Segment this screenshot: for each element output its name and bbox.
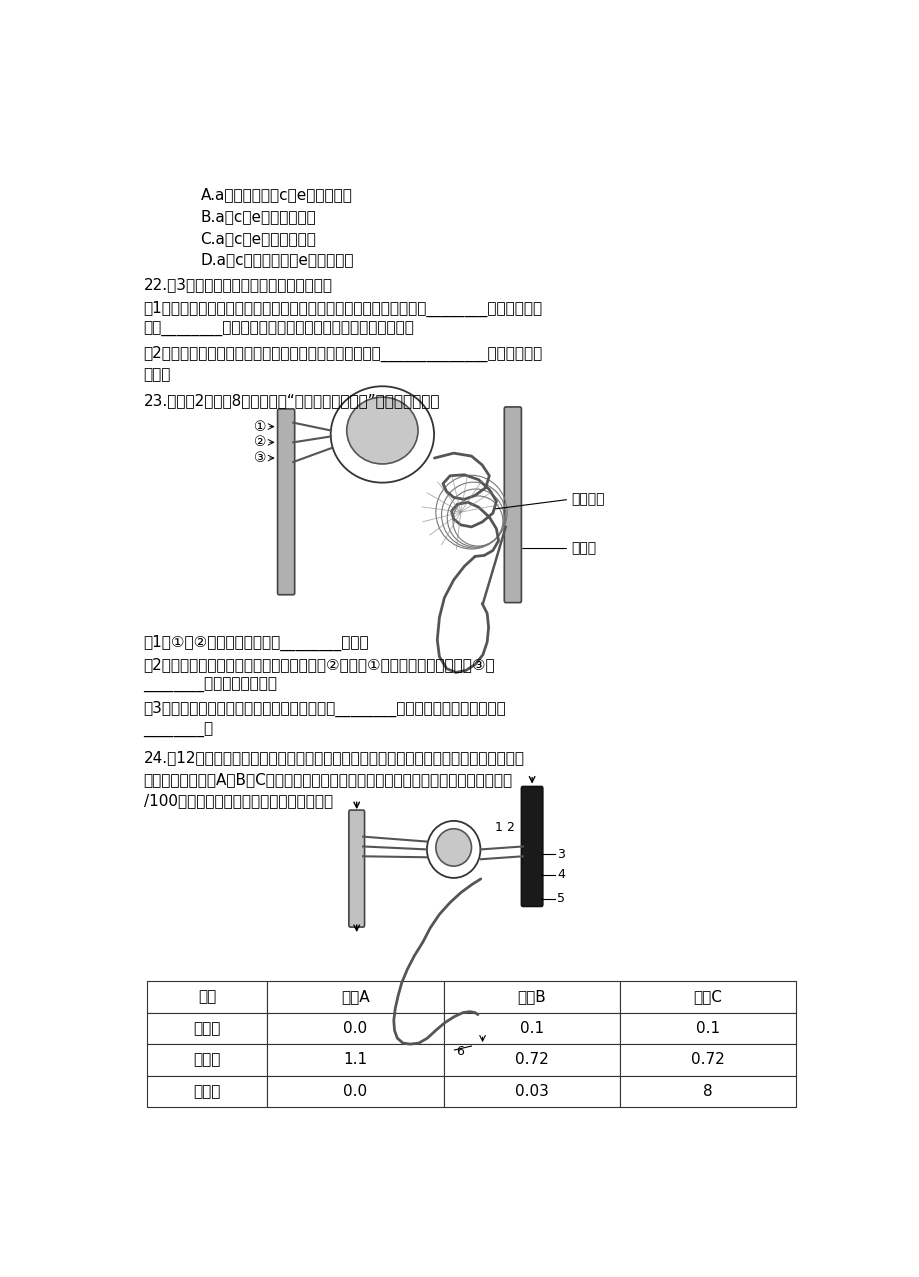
- Text: B.a、c、e中全是动脉血: B.a、c、e中全是动脉血: [200, 209, 316, 225]
- Bar: [443, 1013, 619, 1045]
- Text: 22.（3分）请就排泄的有关问题做出回答：: 22.（3分）请就排泄的有关问题做出回答：: [143, 277, 332, 292]
- Text: 样品C: 样品C: [693, 990, 721, 1005]
- Text: ②: ②: [254, 435, 267, 450]
- Bar: [267, 1013, 443, 1045]
- Text: 0.1: 0.1: [695, 1020, 720, 1036]
- Bar: [443, 1075, 619, 1107]
- Bar: [267, 1045, 443, 1075]
- Text: 作用。: 作用。: [143, 368, 171, 383]
- Text: 8: 8: [702, 1084, 712, 1098]
- Text: 物质: 物质: [198, 990, 216, 1005]
- Text: 2: 2: [505, 821, 513, 834]
- Bar: [619, 1075, 795, 1107]
- Ellipse shape: [436, 829, 471, 866]
- Bar: [267, 1075, 443, 1107]
- Text: 5: 5: [557, 893, 564, 905]
- Text: 24.（12分）肾脏是人体的重要器官，它的基本功能是形成尿液。下图为尿液的形成过程示: 24.（12分）肾脏是人体的重要器官，它的基本功能是形成尿液。下图为尿液的形成过…: [143, 750, 524, 765]
- Text: 葡萄糖: 葡萄糖: [193, 1020, 221, 1036]
- Text: 蛋白质: 蛋白质: [193, 1084, 221, 1098]
- FancyBboxPatch shape: [475, 988, 489, 1046]
- Text: （1）①和②主要分布在肾脏的________部分。: （1）①和②主要分布在肾脏的________部分。: [143, 635, 369, 651]
- Text: 4: 4: [557, 868, 564, 881]
- FancyBboxPatch shape: [278, 409, 294, 595]
- Text: 样品B: 样品B: [516, 990, 546, 1005]
- Text: 毛细血管: 毛细血管: [571, 493, 604, 507]
- Text: /100毫升）。请分析数据并回答下列问题：: /100毫升）。请分析数据并回答下列问题：: [143, 793, 333, 808]
- Text: 0.72: 0.72: [690, 1052, 724, 1068]
- Bar: [147, 1075, 267, 1107]
- Text: 3: 3: [557, 848, 564, 861]
- Text: 无机盐: 无机盐: [193, 1052, 221, 1068]
- Text: 6: 6: [455, 1046, 463, 1059]
- Text: C.a、c、e中全是静脉血: C.a、c、e中全是静脉血: [200, 231, 316, 246]
- Text: 0.72: 0.72: [515, 1052, 548, 1068]
- FancyBboxPatch shape: [504, 407, 521, 603]
- Text: 集合管: 集合管: [571, 541, 596, 555]
- Text: ①: ①: [254, 420, 267, 434]
- Text: （2）尿液的形成包括两个生理过程：血液由②过滤到①腔中形成原尿，原尿经③的: （2）尿液的形成包括两个生理过程：血液由②过滤到①腔中形成原尿，原尿经③的: [143, 656, 494, 672]
- FancyBboxPatch shape: [521, 787, 542, 907]
- Text: 23.（每癷2分，兲8分）下图是“肾单位结构模式图”，请据图回答：: 23.（每癷2分，兲8分）下图是“肾单位结构模式图”，请据图回答：: [143, 393, 439, 409]
- Bar: [619, 1045, 795, 1075]
- Text: 0.0: 0.0: [343, 1020, 367, 1036]
- Bar: [147, 981, 267, 1013]
- Bar: [443, 1045, 619, 1075]
- Text: 样品A: 样品A: [341, 990, 369, 1005]
- Ellipse shape: [346, 397, 417, 464]
- Text: （2）尿的形成是连续的，但尿的排出却是间歇的，原因是______________有贮存尿液的: （2）尿的形成是连续的，但尿的排出却是间歇的，原因是______________…: [143, 346, 542, 363]
- Text: 意图，表中的样品A、B、C分别取自于图示结构的不同部位，经过化验得到如下数据（克: 意图，表中的样品A、B、C分别取自于图示结构的不同部位，经过化验得到如下数据（克: [143, 771, 512, 787]
- Text: A.a中是动脉血，c、e中是静脉血: A.a中是动脉血，c、e中是静脉血: [200, 188, 352, 203]
- Text: D.a、c中是动脉血，e中是静脉血: D.a、c中是动脉血，e中是静脉血: [200, 253, 354, 268]
- Text: 0.1: 0.1: [519, 1020, 543, 1036]
- Text: ________作用后形成尿液。: ________作用后形成尿液。: [143, 678, 278, 693]
- Bar: [147, 1013, 267, 1045]
- Text: （3）在正常情况下，原尿与血浆相比，不含有________；尿液与原尿相比，不含有: （3）在正常情况下，原尿与血浆相比，不含有________；尿液与原尿相比，不含…: [143, 701, 505, 718]
- Text: 0.03: 0.03: [515, 1084, 548, 1098]
- Bar: [619, 981, 795, 1013]
- Text: 通过________（器官）排出的水分大量减少，导致尿量增加。: 通过________（器官）排出的水分大量减少，导致尿量增加。: [143, 322, 414, 337]
- Bar: [267, 981, 443, 1013]
- Text: ③: ③: [254, 451, 267, 465]
- Text: 0.0: 0.0: [343, 1084, 367, 1098]
- Text: 1.1: 1.1: [343, 1052, 367, 1068]
- Bar: [443, 981, 619, 1013]
- Bar: [619, 1013, 795, 1045]
- Text: ________。: ________。: [143, 723, 213, 738]
- Text: （1）人在寒冷的环境中排尿的次数增多，这是因为水分排泄的途径有________条。天冷时，: （1）人在寒冷的环境中排尿的次数增多，这是因为水分排泄的途径有________条…: [143, 301, 542, 317]
- FancyBboxPatch shape: [348, 810, 364, 927]
- Text: 1: 1: [494, 821, 502, 834]
- Bar: [147, 1045, 267, 1075]
